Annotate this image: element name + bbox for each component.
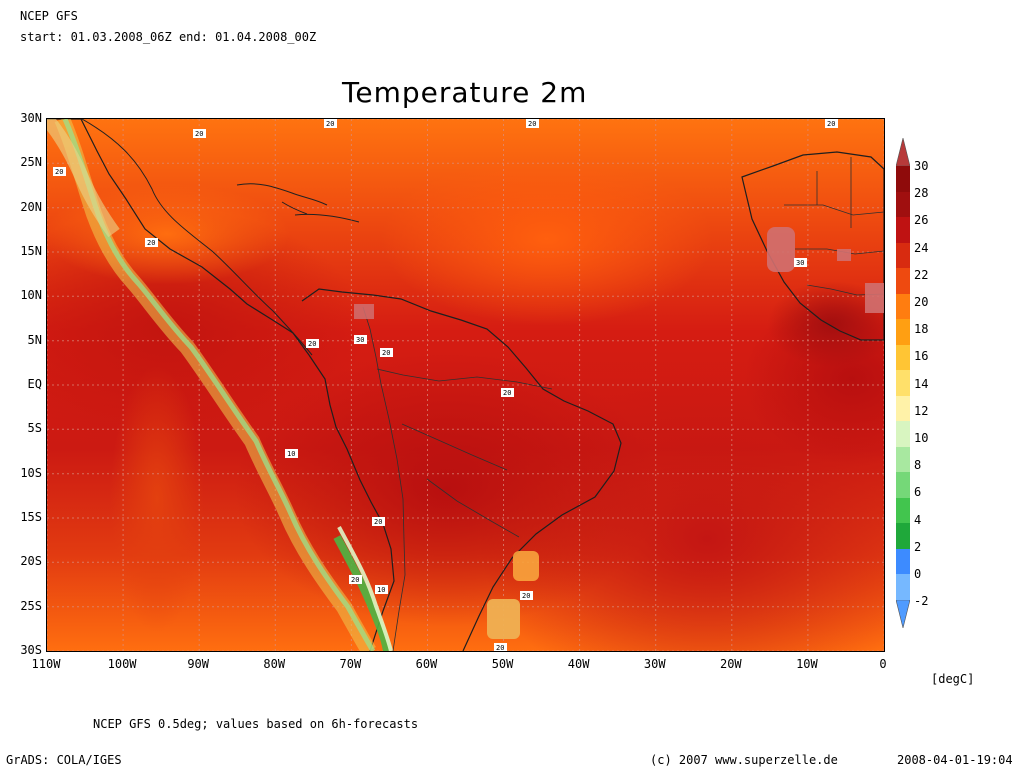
x-axis-label: 100W <box>107 657 137 671</box>
map-label-e: 20 <box>827 120 835 128</box>
colorbar-label: 16 <box>914 349 929 364</box>
colorbar-swatch <box>896 370 910 396</box>
colorbar-label: 12 <box>914 403 929 418</box>
colorbar-label: 14 <box>914 376 929 391</box>
x-axis-label: 110W <box>31 657 61 671</box>
x-axis-label: 10W <box>796 657 818 671</box>
colorbar-swatch <box>896 319 910 345</box>
map-label-l: 20 <box>374 518 382 526</box>
map-label-j: 30 <box>796 259 804 267</box>
colorbar-swatch <box>896 217 910 243</box>
y-axis-label: 25S <box>20 598 42 613</box>
x-axis-label: 60W <box>415 657 438 671</box>
page-title: Temperature 2m <box>342 76 588 109</box>
y-axis-label: 30S <box>20 643 42 657</box>
colorbar-label: 8 <box>914 458 922 473</box>
colorbar-swatch <box>896 344 910 371</box>
footer-grads: GrADS: COLA/IGES <box>6 753 122 767</box>
y-axis-label: 20N <box>20 199 42 214</box>
header-time-range: start: 01.03.2008_06Z end: 01.04.2008_00… <box>20 30 317 44</box>
colorbar-swatch <box>896 421 910 447</box>
y-axis-label: 5S <box>27 421 42 436</box>
map-label-g: 20 <box>308 340 316 348</box>
colorbar-swatch <box>896 497 910 524</box>
x-axis-label: 40W <box>567 657 590 671</box>
y-axis-label: 20S <box>20 554 42 569</box>
x-axis-label: 80W <box>263 657 286 671</box>
temperature-colorbar <box>896 138 910 628</box>
colorbar-swatch <box>896 446 910 473</box>
map-label-c: 20 <box>326 120 334 128</box>
colorbar-top-arrow-icon <box>896 138 910 167</box>
header-model: NCEP GFS <box>20 9 78 23</box>
footer-copyright: (c) 2007 www.superzelle.de <box>650 753 838 767</box>
colorbar-label: 28 <box>914 186 929 201</box>
colorbar-swatch <box>896 293 910 320</box>
y-axis-label: EQ <box>27 377 42 391</box>
map-label-f: 20 <box>147 239 155 247</box>
colorbar-swatch <box>896 523 910 549</box>
footer-note: NCEP GFS 0.5deg; values based on 6h-fore… <box>93 717 419 731</box>
colorbar-label: -2 <box>914 594 929 609</box>
colorbar-swatch <box>896 574 910 600</box>
colorbar-label: 30 <box>914 159 929 173</box>
footer-timestamp: 2008-04-01-19:04 <box>897 753 1013 767</box>
y-axis-label: 5N <box>27 332 42 347</box>
x-axis-label: 20W <box>719 657 742 671</box>
map-label-o: 20 <box>522 592 530 600</box>
colorbar-swatch <box>896 191 910 218</box>
map-overlay: 20 20 20 20 20 20 20 20 30 30 20 20 10 2… <box>47 119 884 651</box>
map-label-q: 20 <box>496 644 504 651</box>
map-label-h: 20 <box>382 349 390 357</box>
x-axis-label: 90W <box>187 657 210 671</box>
colorbar-label: 4 <box>914 512 922 527</box>
y-axis-label: 10S <box>20 465 42 480</box>
x-axis-label: 0 <box>879 657 887 671</box>
colorbar-swatch <box>896 472 910 498</box>
temperature-map: 20 20 20 20 20 20 20 20 30 30 20 20 10 2… <box>46 118 885 652</box>
y-axis-label: 15S <box>20 510 42 524</box>
colorbar-label: 10 <box>914 431 929 445</box>
colorbar-label: 24 <box>914 240 929 255</box>
map-label-b: 20 <box>55 168 63 176</box>
x-axis-label: 30W <box>643 657 666 671</box>
map-label-k: 20 <box>503 389 511 397</box>
colorbar-swatch <box>896 242 910 269</box>
x-axis-label: 70W <box>339 657 362 671</box>
colorbar-label: 2 <box>914 539 922 554</box>
colorbar-label: 0 <box>914 567 922 581</box>
colorbar-swatch <box>896 268 910 294</box>
colorbar-label: 20 <box>914 295 929 309</box>
y-axis-label: 15N <box>20 244 42 258</box>
map-label-n: 20 <box>351 576 359 584</box>
colorbar-swatch <box>896 395 910 422</box>
colorbar-label: 22 <box>914 267 929 282</box>
y-axis-label: 10N <box>20 288 42 303</box>
map-label-m: 10 <box>287 450 295 458</box>
y-axis-label: 30N <box>20 111 42 125</box>
colorbar-bottom-arrow-icon <box>896 599 910 628</box>
colorbar-graphic <box>896 138 910 628</box>
colorbar-label: 18 <box>914 322 929 337</box>
colorbar-unit: [degC] <box>931 672 975 686</box>
map-label-i: 30 <box>356 336 364 344</box>
map-label-a: 20 <box>195 130 203 138</box>
colorbar-swatch <box>896 166 910 192</box>
colorbar-label: 26 <box>914 213 929 228</box>
map-label-p: 10 <box>377 586 385 594</box>
map-label-d: 20 <box>528 120 536 128</box>
colorbar-label: 6 <box>914 485 922 500</box>
y-axis-label: 25N <box>20 155 42 170</box>
x-axis-label: 50W <box>491 657 514 671</box>
colorbar-swatch <box>896 548 910 575</box>
